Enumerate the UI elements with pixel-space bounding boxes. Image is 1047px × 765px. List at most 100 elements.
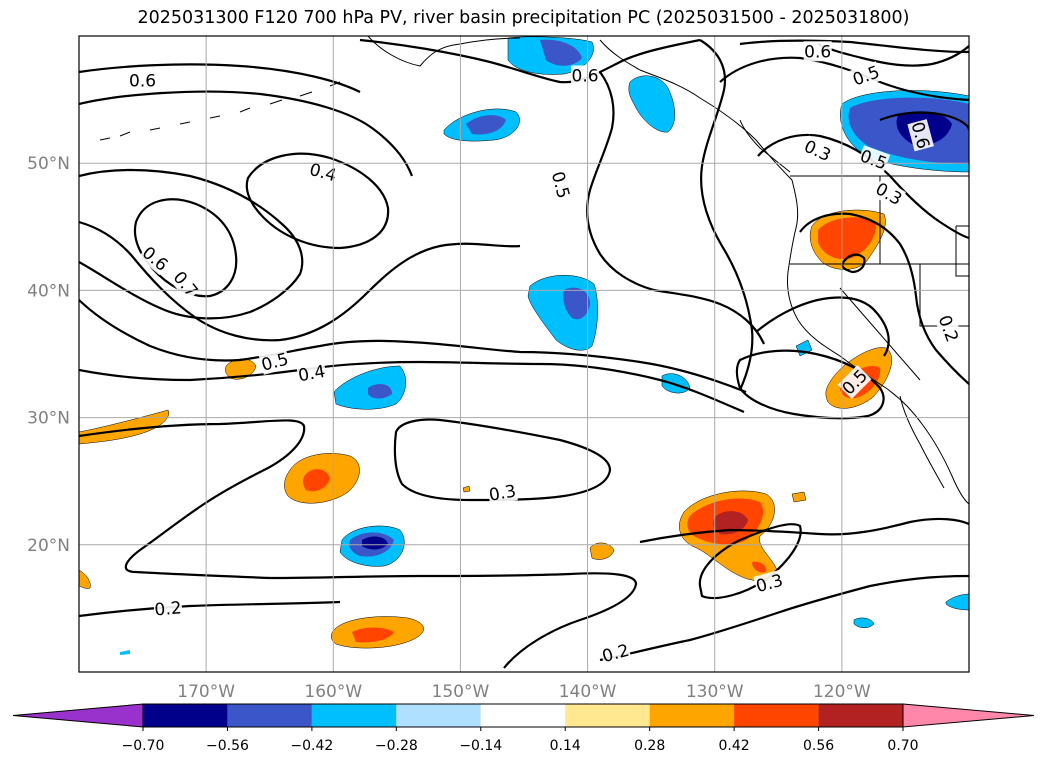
pv-contour-line: [840, 253, 866, 274]
contour-label-group: 0.2: [153, 597, 183, 621]
colorbar-segment: [396, 704, 481, 727]
colorbar-segment: [818, 704, 903, 727]
precip-positive-area: [303, 469, 330, 492]
pv-contour-line: [79, 168, 304, 320]
latitude-tick-labels: 20°N 30°N 40°N 50°N: [27, 154, 70, 556]
precip-negative-area: [628, 75, 675, 133]
lat-tick-label: 20°N: [27, 536, 70, 556]
lon-tick-label: 140°W: [559, 682, 617, 702]
precip-negative-area: [368, 384, 392, 399]
contour-label: 0.6: [129, 72, 156, 92]
colorbar-segment: [480, 704, 566, 727]
precip-negative-area: [563, 287, 590, 320]
lat-tick-label: 30°N: [27, 409, 70, 429]
precip-positive-area: [818, 217, 877, 260]
contour-label-group: 0.6: [138, 241, 173, 276]
pv-contour-line: [79, 600, 341, 618]
pv-contour-line: [698, 523, 802, 600]
pv-contour-line: [639, 517, 969, 544]
precip-positive-area: [713, 511, 748, 535]
precip-positive-area: [79, 569, 91, 589]
pv-contour-line: [799, 212, 969, 385]
precip-shading: [79, 36, 969, 655]
colorbar-tick-label: −0.42: [290, 738, 333, 754]
contour-label: 0.2: [154, 598, 183, 620]
colorbar-segment: [734, 704, 819, 727]
contour-label: 0.3: [872, 179, 905, 210]
pv-contour-line: [79, 90, 414, 177]
pv-contour-line: [817, 43, 969, 67]
lat-tick-label: 40°N: [27, 281, 70, 301]
pv-contour-line: [393, 418, 612, 502]
colorbar-segment: [227, 704, 312, 727]
colorbar-tick-label: 0.70: [887, 738, 918, 754]
contour-label-group: 0.3: [800, 135, 835, 167]
map-plot-area: 0.6 0.60.60.50.4 0.50.30.60.50.30.60.70.5 0…: [79, 36, 969, 669]
precip-positive-area: [589, 542, 615, 560]
map-title: 2025031300 F120 700 hPa PV, river basin …: [137, 8, 910, 28]
contour-label: 0.4: [307, 160, 338, 186]
pv-contour-line: [79, 360, 745, 414]
colorbar-tick-label: −0.14: [459, 738, 502, 754]
colorbar-extend-high: [902, 703, 1035, 728]
contour-label-group: 0.6: [803, 41, 832, 62]
colorbar-extend-low: [12, 703, 144, 728]
na-west-coast: [787, 179, 969, 505]
pv-contours: [79, 38, 969, 669]
pv-contour-line: [245, 152, 390, 250]
aleutian-islands: [99, 81, 341, 141]
contour-label-group: 0.4: [296, 360, 328, 386]
lon-tick-label: 170°W: [177, 682, 235, 702]
state-borders: [790, 175, 969, 381]
longitude-tick-labels: 170°W 160°W 150°W 140°W 130°W 120°W: [177, 682, 871, 702]
precip-positive-area: [352, 627, 394, 643]
contour-label: 0.3: [488, 481, 518, 505]
colorbar-segment: [143, 704, 228, 727]
pv-contour-line: [79, 220, 521, 342]
colorbar-tick-label: 0.56: [803, 738, 834, 754]
coastlines: [99, 36, 969, 505]
contour-label: 0.4: [297, 362, 327, 386]
pv-contour-line: [586, 71, 766, 345]
precip-positive-area: [752, 561, 767, 573]
lat-tick-label: 50°N: [27, 154, 70, 174]
contour-label: 0.6: [572, 66, 599, 86]
colorbar-tick-label: 0.14: [550, 738, 581, 754]
contour-label: 0.2: [600, 641, 631, 667]
colorbar-tick-label: 0.28: [634, 738, 665, 754]
lon-tick-label: 120°W: [813, 682, 871, 702]
pv-contour-line: [755, 296, 890, 357]
precip-positive-area: [79, 409, 170, 445]
contour-label-group: 0.6: [128, 70, 157, 92]
precip-negative-area: [661, 373, 691, 394]
colorbar-tick-label: −0.70: [122, 738, 165, 754]
lon-tick-label: 130°W: [686, 682, 744, 702]
pv-contour-line: [739, 39, 969, 54]
colorbar-tick-label: 0.42: [719, 738, 750, 754]
pv-contour-line: [79, 419, 638, 669]
lon-tick-label: 150°W: [432, 682, 490, 702]
colorbar-segment: [565, 704, 650, 727]
pv-contour-line: [757, 133, 969, 240]
pv-contour-line: [879, 111, 969, 131]
colorbar-tick-label: −0.28: [375, 738, 418, 754]
lon-tick-label: 160°W: [304, 682, 362, 702]
colorbar-frame: [142, 703, 904, 728]
precip-negative-area: [466, 115, 506, 135]
contour-label-group: 0.3: [872, 178, 907, 210]
precip-negative-area: [540, 39, 582, 66]
pv-contour-line: [79, 299, 747, 394]
pv-contour-line: [79, 63, 361, 93]
contour-label-group: 0.5: [849, 61, 883, 90]
pv-contour-line: [359, 38, 701, 84]
contour-label: 0.5: [547, 169, 573, 200]
contour-label-group: 0.6: [571, 65, 600, 86]
contour-label: 0.6: [804, 42, 831, 62]
colorbar-tick-label: −0.56: [206, 738, 249, 754]
contour-label-group: 0.2: [934, 311, 963, 346]
baja-peninsula: [899, 395, 945, 489]
contour-label-group: 0.3: [486, 480, 518, 506]
canada-coast: [739, 119, 791, 173]
contour-label: 0.3: [801, 137, 834, 167]
